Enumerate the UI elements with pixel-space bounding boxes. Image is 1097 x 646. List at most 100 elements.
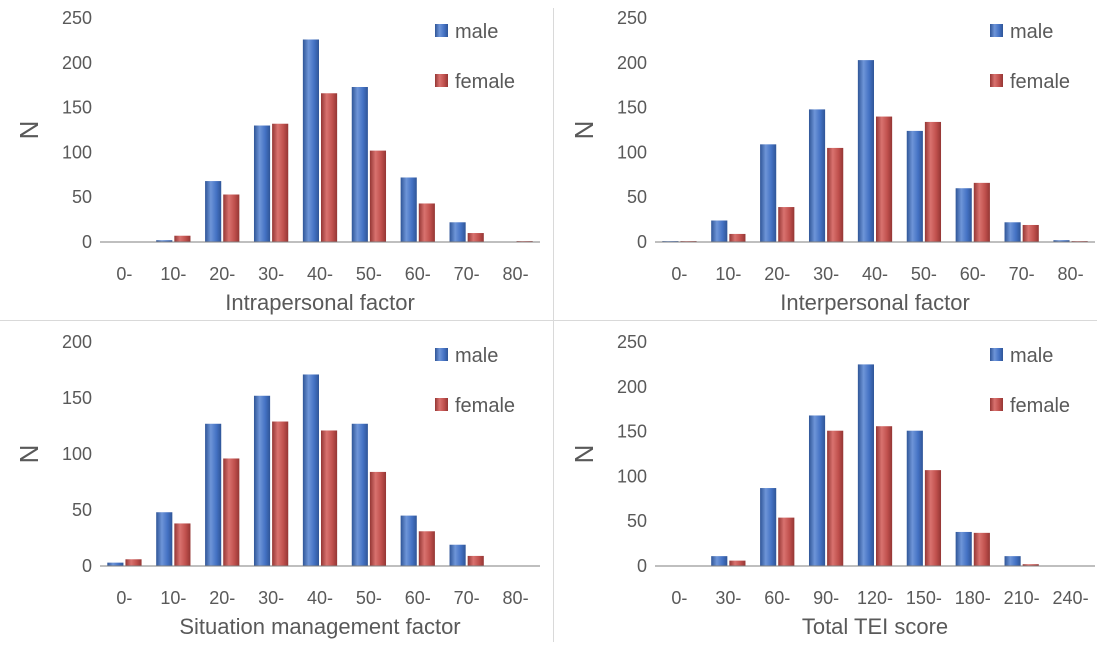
bar-female-60	[778, 517, 795, 566]
bar-female-210	[1022, 564, 1039, 566]
bar-female-10	[174, 523, 191, 566]
y-tick-label: 100	[62, 444, 92, 464]
bar-male-10	[156, 512, 173, 566]
y-tick-label: 200	[617, 377, 647, 397]
bar-female-30	[729, 560, 746, 566]
y-tick-label: 100	[617, 142, 647, 162]
horizontal-divider	[0, 320, 1097, 321]
y-tick-label: 0	[82, 232, 92, 252]
y-tick-label: 100	[62, 142, 92, 162]
bar-male-40	[302, 39, 319, 243]
bar-female-180	[973, 532, 990, 566]
x-tick-label: 0-	[116, 588, 132, 608]
bar-male-30	[253, 125, 271, 242]
y-axis-label: N	[14, 121, 44, 140]
y-tick-label: 0	[637, 556, 647, 576]
bar-female-10	[174, 235, 191, 242]
chart-interpersonal: 0 50 100 150 200 250 N 0- 10- 20- 30- 40- 50- 60- 70- 8…	[569, 8, 1095, 315]
bar-female-120	[876, 426, 893, 566]
bar-female-20	[223, 194, 240, 242]
y-tick-label: 250	[617, 332, 647, 352]
x-tick-label: 60-	[960, 264, 986, 284]
y-tick-label: 50	[72, 187, 92, 207]
y-tick-label: 150	[62, 98, 92, 118]
panel-total-tei: 0 50 100 150 200 250 N 0- 30- 60- 90- 120- 150- 180- 2…	[563, 326, 1097, 644]
bar-female-10	[729, 233, 746, 242]
bar-female-50	[369, 150, 387, 242]
x-tick-label: 240-	[1053, 588, 1089, 608]
bar-female-60	[973, 182, 990, 242]
bar-male-40	[857, 60, 874, 242]
bar-male-70	[449, 544, 466, 566]
bar-male-180	[955, 531, 972, 566]
legend-label-male: male	[455, 345, 498, 367]
x-tick-label: 50-	[356, 588, 382, 608]
x-tick-label: 80-	[1058, 264, 1084, 284]
x-tick-label: 10-	[715, 264, 741, 284]
y-tick-label: 0	[637, 232, 647, 252]
bar-male-50	[351, 86, 368, 242]
x-tick-label: 20-	[764, 264, 790, 284]
x-tick-label: 90-	[813, 588, 839, 608]
bar-male-20	[205, 423, 222, 566]
bar-male-30	[808, 109, 826, 242]
x-axis-title: Interpersonal factor	[780, 290, 970, 315]
bar-female-70	[1022, 224, 1039, 242]
bar-female-60	[418, 531, 435, 566]
bar-male-40	[302, 374, 319, 566]
legend-swatch-female	[990, 398, 1003, 411]
x-tick-label: 150-	[906, 588, 942, 608]
bar-male-0	[107, 562, 124, 566]
y-tick-label: 150	[617, 422, 647, 442]
legend-swatch-female	[990, 74, 1003, 87]
bar-male-30	[711, 556, 728, 566]
x-axis-title: Situation management factor	[179, 614, 460, 639]
x-tick-label: 40-	[307, 588, 333, 608]
legend-label-female: female	[455, 71, 515, 93]
bar-male-30	[253, 395, 271, 566]
y-tick-label: 150	[62, 388, 92, 408]
x-tick-label: 70-	[1009, 264, 1035, 284]
x-tick-label: 10-	[160, 264, 186, 284]
bar-female-60	[418, 203, 435, 242]
y-tick-label: 250	[617, 8, 647, 28]
legend-label-male: male	[1010, 345, 1053, 367]
x-tick-label: 30-	[813, 264, 839, 284]
y-tick-label: 200	[617, 53, 647, 73]
legend-swatch-female	[435, 398, 448, 411]
bar-male-20	[205, 181, 222, 242]
x-tick-label: 0-	[116, 264, 132, 284]
chart-intrapersonal: 0 50 100 150 200 250 N 0- 10- 20- 30- 40- 50- 60- 70- 8…	[14, 8, 540, 315]
x-tick-label: 60-	[405, 264, 431, 284]
x-tick-label: 20-	[209, 588, 235, 608]
x-tick-label: 40-	[862, 264, 888, 284]
x-axis-title: Intrapersonal factor	[225, 290, 415, 315]
bar-male-150	[906, 430, 923, 566]
x-tick-label: 60-	[405, 588, 431, 608]
legend-swatch-female	[435, 74, 448, 87]
x-tick-label: 30-	[258, 264, 284, 284]
bar-male-10	[156, 240, 173, 242]
y-tick-label: 50	[627, 511, 647, 531]
bar-male-120	[857, 364, 874, 566]
legend-label-female: female	[455, 395, 515, 417]
bar-male-20	[760, 144, 777, 242]
x-tick-label: 10-	[160, 588, 186, 608]
x-tick-label: 0-	[671, 264, 687, 284]
bar-female-90	[827, 430, 844, 566]
bar-male-60	[955, 188, 972, 242]
bar-female-30	[272, 421, 289, 566]
x-tick-label: 80-	[503, 588, 529, 608]
bar-female-40	[321, 430, 338, 566]
bar-female-30	[272, 123, 289, 242]
bar-male-60	[400, 515, 417, 566]
bar-female-40	[876, 116, 893, 242]
bar-male-60	[400, 177, 417, 242]
bar-male-210	[1004, 556, 1021, 566]
y-tick-label: 250	[62, 8, 92, 28]
panel-interpersonal: 0 50 100 150 200 250 N 0- 10- 20- 30- 40- 50- 60- 70- 8…	[563, 2, 1097, 320]
x-axis-title: Total TEI score	[802, 614, 948, 639]
x-tick-label: 50-	[356, 264, 382, 284]
legend-label-male: male	[1010, 21, 1053, 43]
